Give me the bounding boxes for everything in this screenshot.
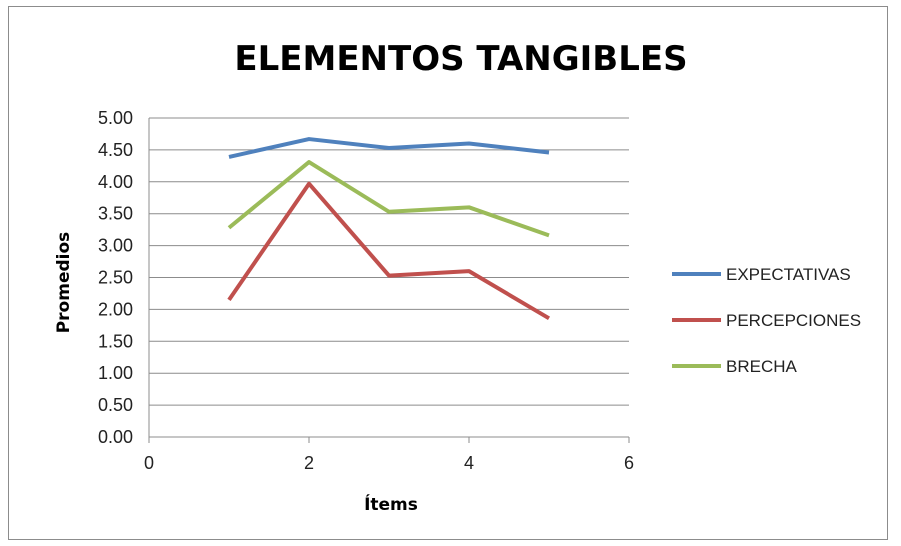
- legend-label: BRECHA: [726, 357, 798, 376]
- x-tick-label: 0: [144, 453, 154, 473]
- y-tick-label: 1.00: [98, 363, 133, 383]
- chart-frame: ELEMENTOS TANGIBLES 0.00 0.50 1.00 1.50 2.00…: [8, 6, 888, 540]
- legend: EXPECTATIVAS PERCEPCIONES BRECHA: [672, 265, 861, 376]
- y-tick-label: 2.50: [98, 268, 133, 288]
- y-tick-label: 3.00: [98, 236, 133, 256]
- y-axis-ticks: 0.00 0.50 1.00 1.50 2.00 2.50 3.00 3.50 4.00 4.50…: [98, 108, 133, 447]
- x-tick-label: 4: [464, 453, 474, 473]
- legend-label: PERCEPCIONES: [726, 311, 861, 330]
- y-tick-label: 5.00: [98, 108, 133, 128]
- y-tick-label: 4.00: [98, 172, 133, 192]
- line-chart: ELEMENTOS TANGIBLES 0.00 0.50 1.00 1.50 2.00…: [54, 39, 861, 515]
- y-tick-label: 3.50: [98, 204, 133, 224]
- legend-label: EXPECTATIVAS: [726, 265, 851, 284]
- y-tick-label: 4.50: [98, 140, 133, 160]
- series-lines: [227, 137, 551, 321]
- y-tick-label: 2.00: [98, 299, 133, 319]
- x-axis-title: Ítems: [364, 493, 418, 515]
- series-line-expectativas: [228, 137, 550, 159]
- y-tick-label: 1.50: [98, 331, 133, 351]
- y-axis-title: Promedios: [54, 232, 74, 334]
- x-tick-label: 2: [304, 453, 314, 473]
- y-tick-label: 0.50: [98, 395, 133, 415]
- x-axis-ticks: 0 2 4 6: [144, 437, 634, 473]
- chart-title: ELEMENTOS TANGIBLES: [234, 39, 687, 79]
- x-tick-label: 6: [624, 453, 634, 473]
- series-line-brecha: [227, 160, 550, 238]
- y-tick-label: 0.00: [98, 427, 133, 447]
- series-line-percepciones: [227, 181, 551, 321]
